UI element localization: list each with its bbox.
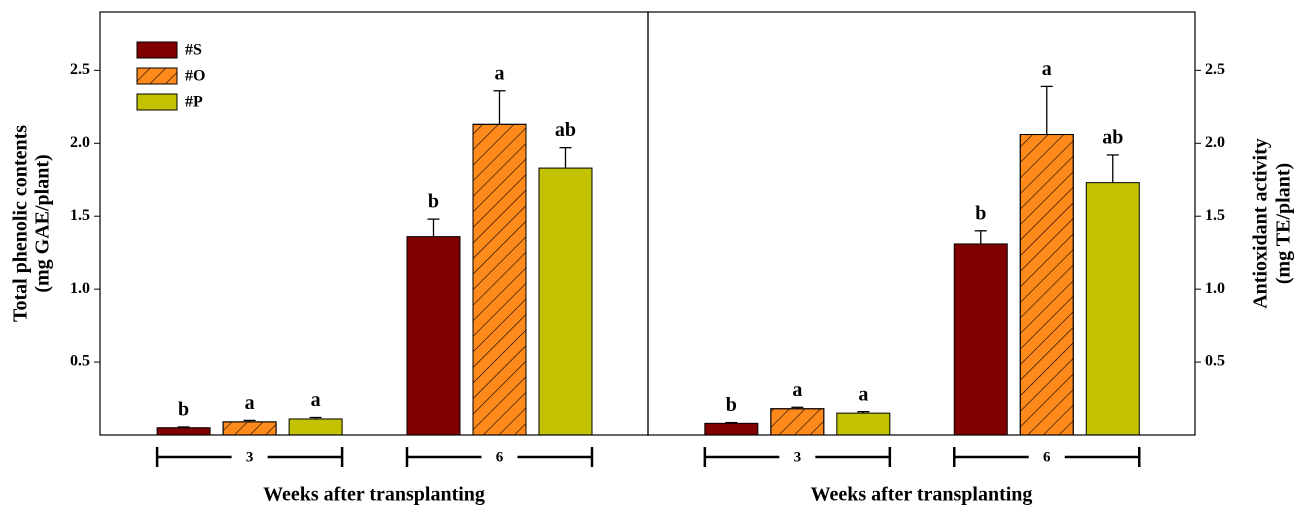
plot-frame bbox=[647, 11, 1196, 436]
significance-letter: ab bbox=[555, 119, 576, 141]
legend-label: #P bbox=[185, 94, 203, 111]
y-axis-label: Antioxidant activity bbox=[1250, 138, 1272, 309]
bar-hatch bbox=[472, 123, 527, 436]
significance-letter: a bbox=[1042, 58, 1052, 80]
legend-label: #S bbox=[185, 42, 202, 59]
x-tick-label: 6 bbox=[496, 449, 504, 465]
legend-label: #O bbox=[185, 68, 205, 85]
y-tick-label: 2.0 bbox=[1205, 134, 1225, 151]
significance-letter: a bbox=[858, 383, 868, 405]
legend-swatch bbox=[136, 41, 178, 59]
y-tick-label: 1.5 bbox=[70, 207, 90, 224]
significance-letter: b bbox=[428, 191, 439, 213]
significance-letter: ab bbox=[1102, 127, 1123, 149]
significance-letter: a bbox=[792, 379, 802, 401]
significance-letter: b bbox=[178, 399, 189, 421]
bar-hatch bbox=[1019, 134, 1074, 436]
y-tick-label: 1.0 bbox=[1205, 280, 1225, 297]
bar bbox=[953, 243, 1008, 436]
y-tick-label: 0.5 bbox=[1205, 353, 1225, 370]
significance-letter: a bbox=[311, 389, 321, 411]
bar-hatch bbox=[770, 408, 825, 436]
bar bbox=[156, 427, 211, 436]
legend-swatch bbox=[136, 93, 178, 111]
y-axis-label: Total phenolic contents bbox=[10, 125, 32, 322]
bar bbox=[288, 418, 343, 436]
legend-hatch bbox=[136, 67, 178, 85]
y-tick-label: 1.5 bbox=[1205, 207, 1225, 224]
x-tick-label: 6 bbox=[1043, 449, 1051, 465]
bar-hatch bbox=[222, 421, 277, 436]
y-axis-label: (mg TE/plant) bbox=[1273, 163, 1295, 284]
bar bbox=[538, 167, 593, 436]
bar bbox=[1085, 182, 1140, 436]
x-axis-label: Weeks after transplanting bbox=[263, 484, 485, 506]
y-tick-label: 2.5 bbox=[70, 61, 90, 78]
bar bbox=[704, 422, 759, 436]
significance-letter: a bbox=[245, 392, 255, 414]
x-axis-label: Weeks after transplanting bbox=[811, 484, 1033, 506]
y-tick-label: 1.0 bbox=[70, 280, 90, 297]
y-tick-label: 2.5 bbox=[1205, 61, 1225, 78]
y-tick-label: 0.5 bbox=[70, 353, 90, 370]
bar bbox=[406, 236, 461, 436]
bar bbox=[836, 412, 891, 436]
y-tick-label: 2.0 bbox=[70, 134, 90, 151]
x-tick-label: 3 bbox=[794, 449, 802, 465]
significance-letter: a bbox=[494, 62, 504, 84]
y-axis-label: (mg GAE/plant) bbox=[32, 154, 54, 292]
x-tick-label: 3 bbox=[246, 449, 254, 465]
significance-letter: b bbox=[975, 202, 986, 224]
significance-letter: b bbox=[726, 394, 737, 416]
